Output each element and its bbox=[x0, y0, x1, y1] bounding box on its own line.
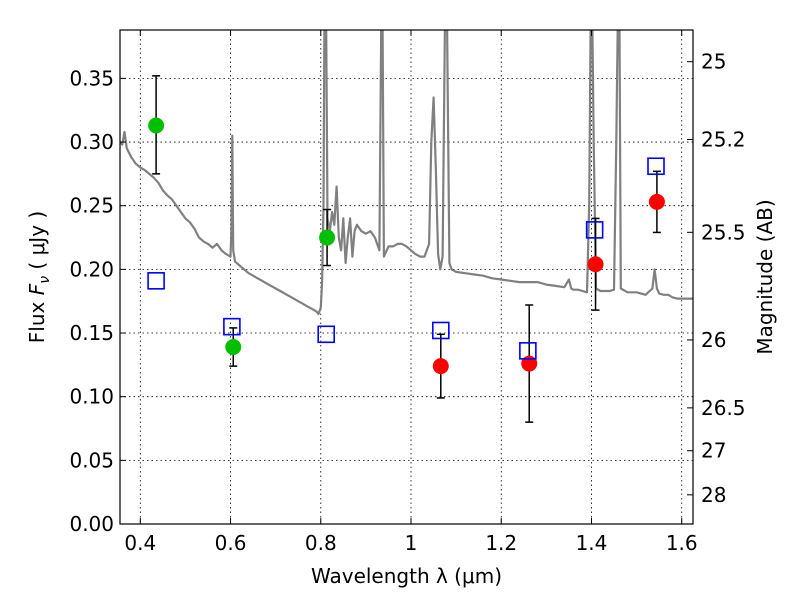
data-point-circle bbox=[319, 229, 336, 246]
y-axis-label-post: ( μJy ) bbox=[25, 211, 49, 276]
y-tick-label: 0.35 bbox=[69, 66, 114, 90]
model-point-square bbox=[223, 317, 241, 336]
model-point-square bbox=[317, 325, 335, 344]
data-point-circle bbox=[521, 355, 538, 372]
grid-lines bbox=[120, 30, 693, 525]
data-point-circle bbox=[432, 358, 449, 375]
plot-frame bbox=[119, 29, 694, 525]
data-point-circle bbox=[148, 117, 165, 134]
x-tick-label: 1.2 bbox=[485, 531, 517, 555]
model-spectrum-line bbox=[120, 30, 693, 315]
model-point-square bbox=[585, 221, 604, 239]
y-axis-label-symbol: F bbox=[25, 283, 49, 295]
y-tick-label: 0.30 bbox=[69, 130, 114, 154]
model-point-square bbox=[647, 157, 665, 176]
data-point-circle bbox=[225, 339, 242, 356]
y-tick-label: 0.05 bbox=[69, 448, 114, 472]
data-points bbox=[147, 117, 665, 375]
x-tick-label: 0.8 bbox=[305, 531, 337, 555]
x-tick-labels: 0.4 0.6 0.8 1 1.2 1.4 1.6 bbox=[124, 531, 697, 555]
y-tick-label: 0.10 bbox=[69, 385, 114, 409]
tick-marks bbox=[120, 30, 693, 525]
y2-tick-label: 25.2 bbox=[701, 127, 746, 151]
x-axis-label: Wavelength λ (μm) bbox=[311, 564, 502, 588]
model-point-square bbox=[147, 272, 165, 290]
error-bars bbox=[152, 75, 661, 423]
x-tick-label: 1 bbox=[405, 531, 418, 555]
model-point-square bbox=[431, 321, 450, 340]
y-tick-label: 0.20 bbox=[69, 257, 114, 281]
data-point-circle bbox=[587, 256, 604, 273]
y2-tick-label: 26.5 bbox=[701, 396, 746, 420]
data-point-circle bbox=[648, 193, 665, 210]
y2-tick-labels: 25 25.2 25.5 26 26.5 27 28 bbox=[701, 50, 746, 507]
y-tick-label: 0.25 bbox=[69, 194, 114, 218]
y-tick-label: 0.00 bbox=[69, 512, 114, 536]
y-axis-label: Flux Fν ( μJy ) bbox=[25, 211, 53, 343]
model-spectrum bbox=[120, 30, 693, 315]
y2-tick-label: 28 bbox=[701, 483, 726, 507]
y2-tick-label: 26 bbox=[701, 328, 726, 352]
x-tick-label: 1.6 bbox=[666, 531, 698, 555]
y-axis-label-subscript: ν bbox=[37, 276, 53, 284]
x-tick-label: 0.6 bbox=[215, 531, 247, 555]
y2-axis-label: Magnitude (AB) bbox=[753, 199, 777, 354]
y-tick-label: 0.15 bbox=[69, 321, 114, 345]
y2-tick-label: 25 bbox=[701, 50, 726, 74]
y-axis-label-pre: Flux bbox=[25, 295, 49, 343]
x-tick-label: 0.4 bbox=[124, 531, 156, 555]
y2-tick-label: 25.5 bbox=[701, 220, 746, 244]
model-point-square bbox=[519, 342, 537, 360]
y-tick-labels: 0.00 0.05 0.10 0.15 0.20 0.25 0.30 0.35 bbox=[69, 66, 114, 536]
y2-tick-label: 27 bbox=[701, 439, 726, 463]
x-tick-label: 1.4 bbox=[576, 531, 608, 555]
